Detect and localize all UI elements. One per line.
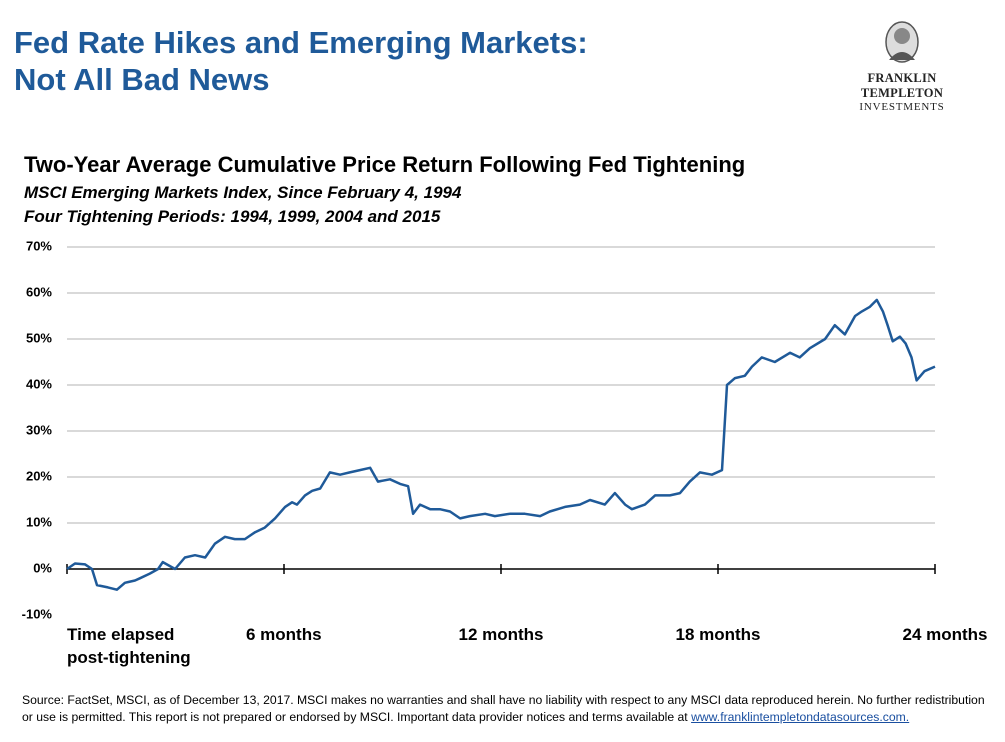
- y-tick-label: 40%: [26, 376, 52, 391]
- source-note: Source: FactSet, MSCI, as of December 13…: [22, 692, 992, 726]
- chart-subtitle: Four Tightening Periods: 1994, 1999, 200…: [24, 207, 441, 226]
- y-tick-label: 30%: [26, 422, 52, 437]
- logo-sub: INVESTMENTS: [859, 101, 945, 113]
- logo-portrait: [885, 21, 919, 63]
- x-tick-label: 6 months: [246, 625, 322, 644]
- y-tick-label: -10%: [22, 606, 53, 621]
- y-tick-label: 60%: [26, 284, 52, 299]
- title-line: Fed Rate Hikes and Emerging Markets:: [14, 25, 588, 60]
- chart-subtitle: MSCI Emerging Markets Index, Since Febru…: [24, 183, 462, 202]
- x-tick-label: 24 months: [902, 625, 988, 644]
- x-tick-label: 12 months: [458, 625, 544, 644]
- y-tick-label: 50%: [26, 330, 52, 345]
- y-tick-label: 70%: [26, 238, 52, 253]
- logo-brand: FRANKLIN TEMPLETON: [860, 71, 944, 100]
- y-tick-label: 20%: [26, 468, 52, 483]
- title-line: Not All Bad News: [14, 62, 270, 97]
- x-tick-label: Time elapsed post-tightening: [67, 625, 191, 667]
- source-link[interactable]: www.franklintempletondatasources.com.: [691, 710, 910, 724]
- data-line: [66, 298, 936, 591]
- x-tick-label: 18 months: [675, 625, 761, 644]
- logo: FRANKLIN TEMPLETON INVESTMENTS: [838, 16, 966, 113]
- page-title: Fed Rate Hikes and Emerging Markets: Not…: [14, 24, 588, 98]
- chart-title: Two-Year Average Cumulative Price Return…: [24, 152, 746, 177]
- source-text: Source: FactSet, MSCI, as of December 13…: [22, 693, 985, 724]
- y-tick-label: 0%: [33, 560, 52, 575]
- y-tick-label: 10%: [26, 514, 52, 529]
